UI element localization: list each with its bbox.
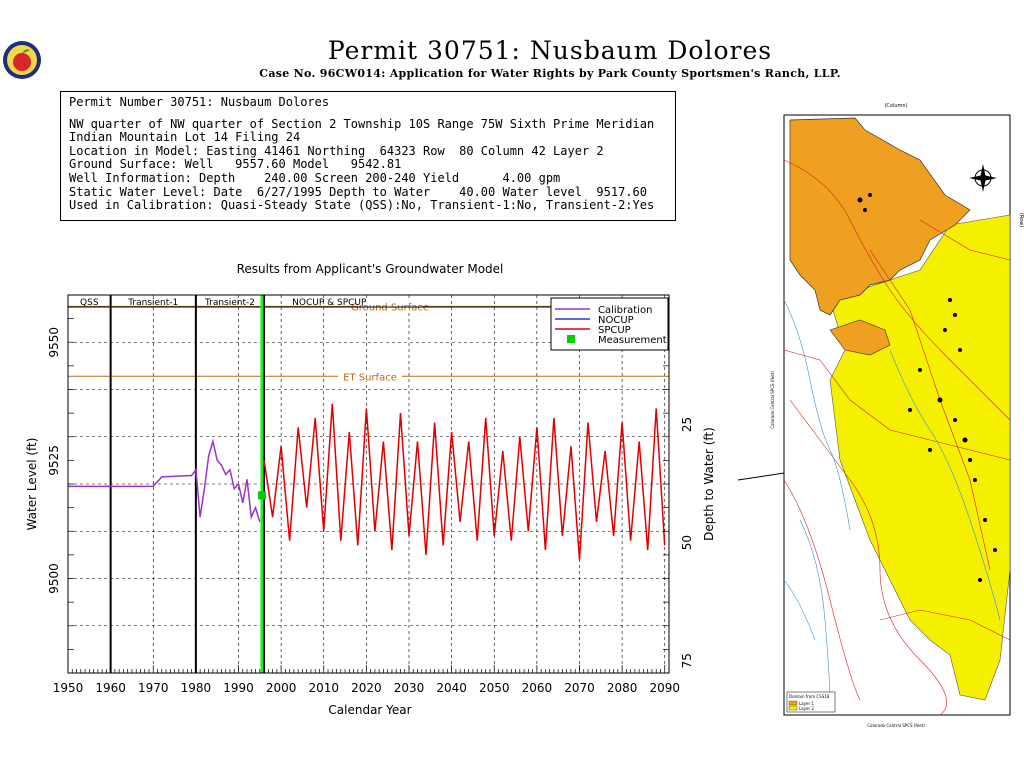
well-markers [857, 193, 997, 582]
period-label: NOCUP & SPCUP [292, 298, 367, 308]
right-tick-label: 75 [680, 653, 694, 668]
info-line: Permit Number 30751: Nusbaum Dolores [69, 95, 330, 109]
layer-1-inner-area [829, 319, 891, 356]
legend-label: Calibration [598, 305, 652, 316]
legend-label: SPCUP [598, 325, 631, 336]
map-x-axis-bottom: Colorado Central SPCS (feet) [867, 723, 925, 728]
x-tick-label: 2070 [564, 681, 595, 695]
x-tick-label: 2010 [308, 681, 339, 695]
x-tick-label: 2080 [607, 681, 638, 695]
permit-info-box: Permit Number 30751: Nusbaum Dolores NW … [60, 91, 676, 221]
map-x-axis-top: (Column) [884, 103, 907, 109]
info-line: Location in Model: Easting 41461 Northin… [69, 143, 604, 158]
x-tick-label: 1950 [53, 681, 84, 695]
period-bands: QSS Transient-1 Transient-2 NOCUP & SPCUP [68, 295, 669, 673]
series-lines [68, 403, 666, 560]
layer-1-area [789, 117, 971, 316]
x-tick-label: 1990 [223, 681, 254, 695]
x-tick-label: 2040 [436, 681, 467, 695]
info-line: Used in Calibration: Quasi-Steady State … [69, 198, 655, 213]
x-tick-label: 2090 [649, 681, 680, 695]
apple-seal-icon [3, 41, 41, 79]
north-arrow-icon [969, 164, 997, 192]
model-domain-map: (Column) Colorado Central SPCS (feet) (R… [770, 103, 1024, 728]
legend-swatch [567, 335, 575, 343]
chart-title: Results from Applicant's Groundwater Mod… [237, 262, 504, 276]
page-subtitle: Case No. 96CW014: Application for Water … [259, 67, 841, 80]
info-line: Ground Surface: Well 9557.60 Model 9542.… [69, 157, 402, 172]
reference-label-bg [338, 371, 402, 382]
info-line: NW quarter of NW quarter of Section 2 To… [69, 116, 655, 131]
info-line: Indian Mountain Lot 14 Filing 24 [69, 130, 301, 145]
right-axis-label: Depth to Water (ft) [702, 427, 716, 541]
info-line: Well Information: Depth 240.00 Screen 20… [69, 170, 561, 185]
y-tick-label: 9525 [47, 445, 61, 476]
map-legend-item: Layer 2 [799, 706, 814, 711]
streams [783, 299, 1001, 701]
period-label: Transient-1 [127, 298, 178, 308]
y-tick-label: 9550 [47, 327, 61, 358]
x-tick-label: 2050 [479, 681, 510, 695]
water-level-chart: Results from Applicant's Groundwater Mod… [25, 262, 716, 717]
map-y-axis-left: Colorado Central SPCS (feet) [770, 371, 775, 429]
x-tick-label: 2020 [351, 681, 382, 695]
x-axis-ticks: 1950 1960 1970 1980 1990 2000 2010 2020 2030 2040… [53, 665, 680, 695]
measurement-point [257, 491, 266, 500]
x-axis-label: Calendar Year [328, 703, 411, 717]
x-tick-label: 2000 [266, 681, 297, 695]
map-legend-item: Layer 1 [799, 701, 814, 706]
series-line-spcup [263, 403, 666, 560]
x-tick-label: 2060 [522, 681, 553, 695]
map-legend-title: Domain from CSS18 [789, 694, 830, 699]
reference-label-bg [358, 301, 422, 312]
right-tick-label: 50 [680, 535, 694, 550]
page-title: Permit 30751: Nusbaum Dolores [327, 36, 773, 65]
period-label: QSS [80, 298, 99, 308]
map-y-axis-right: (Row) [1018, 213, 1024, 227]
y-axis-ticks: 9500 9525 9550 25 50 75 [47, 294, 694, 674]
map-legend: Domain from CSS18 Layer 1 Layer 2 [786, 691, 836, 713]
chart-grid [68, 294, 669, 674]
x-tick-label: 1970 [138, 681, 169, 695]
x-tick-label: 2030 [394, 681, 425, 695]
y-tick-label: 9500 [47, 563, 61, 594]
legend-label: NOCUP [598, 315, 634, 326]
reference-label: ET Surface [343, 372, 397, 383]
roads [783, 159, 1011, 716]
period-label: Transient-2 [204, 298, 255, 308]
x-tick-label: 1980 [181, 681, 212, 695]
y-axis-label: Water Level (ft) [25, 438, 39, 531]
reference-label: Ground Surface [351, 302, 429, 313]
series-line-calibration [68, 438, 261, 523]
x-tick-label: 1960 [95, 681, 126, 695]
legend-label: Measurement [598, 335, 667, 346]
right-tick-label: 25 [680, 417, 694, 432]
info-line: Static Water Level: Date 6/27/1995 Depth… [69, 184, 647, 199]
